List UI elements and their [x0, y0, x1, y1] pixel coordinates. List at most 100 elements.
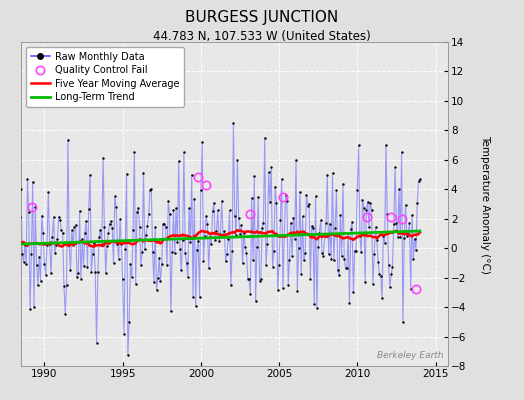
Point: [186, 239, 194, 246]
Point: [326, 221, 334, 227]
Point: [351, 247, 359, 254]
Point: [308, 223, 316, 229]
Point: [331, 225, 340, 232]
Point: [135, 223, 144, 230]
Point: [246, 290, 255, 297]
Point: [255, 278, 264, 284]
Point: [383, 211, 391, 218]
Point: [252, 298, 260, 304]
Point: [150, 278, 158, 285]
Point: [125, 319, 133, 325]
Point: [319, 252, 328, 259]
Point: [31, 204, 39, 210]
Point: [116, 216, 124, 223]
Point: [219, 233, 227, 239]
Point: [71, 222, 80, 228]
Point: [84, 206, 93, 212]
Point: [142, 232, 150, 238]
Point: [410, 236, 419, 242]
Point: [382, 142, 390, 148]
Point: [13, 227, 21, 233]
Point: [236, 231, 244, 238]
Point: [120, 330, 128, 337]
Point: [247, 195, 256, 201]
Point: [178, 237, 187, 244]
Point: [16, 213, 24, 220]
Point: [332, 187, 341, 193]
Point: [309, 225, 317, 232]
Point: [296, 189, 304, 195]
Point: [287, 220, 295, 226]
Point: [155, 255, 163, 262]
Point: [54, 214, 63, 220]
Point: [99, 155, 107, 162]
Point: [245, 276, 253, 282]
Point: [322, 220, 330, 226]
Point: [83, 264, 92, 270]
Point: [67, 267, 75, 274]
Point: [370, 251, 378, 257]
Point: [385, 262, 393, 268]
Point: [34, 282, 42, 288]
Point: [318, 250, 326, 256]
Point: [315, 230, 324, 236]
Point: [89, 251, 97, 258]
Point: [239, 230, 248, 236]
Point: [281, 192, 290, 198]
Point: [51, 250, 59, 256]
Point: [156, 278, 165, 285]
Point: [77, 276, 85, 282]
Point: [123, 170, 131, 177]
Point: [110, 260, 118, 267]
Point: [392, 220, 400, 226]
Point: [133, 209, 141, 216]
Point: [293, 288, 301, 294]
Point: [242, 250, 250, 256]
Point: [330, 257, 338, 264]
Point: [223, 251, 231, 257]
Point: [41, 272, 50, 278]
Point: [92, 339, 101, 346]
Point: [285, 257, 293, 263]
Point: [127, 274, 136, 280]
Point: [59, 230, 67, 236]
Point: [22, 261, 30, 267]
Point: [346, 225, 355, 232]
Point: [61, 311, 70, 317]
Point: [203, 221, 212, 228]
Point: [400, 234, 408, 241]
Point: [321, 233, 329, 239]
Point: [297, 271, 305, 277]
Point: [48, 234, 57, 240]
Point: [316, 217, 325, 223]
Point: [407, 286, 415, 293]
Point: [367, 207, 376, 214]
Point: [266, 198, 274, 205]
Point: [365, 224, 373, 230]
Point: [250, 173, 258, 179]
Point: [380, 239, 389, 246]
Point: [108, 225, 116, 231]
Point: [204, 265, 213, 272]
Point: [103, 243, 111, 250]
Point: [357, 249, 365, 256]
Point: [300, 257, 308, 264]
Point: [163, 262, 171, 268]
Point: [310, 301, 319, 307]
Point: [168, 248, 177, 255]
Point: [25, 209, 33, 216]
Point: [209, 208, 217, 214]
Point: [399, 319, 407, 325]
Point: [68, 226, 76, 233]
Point: [352, 248, 360, 254]
Point: [154, 275, 162, 282]
Point: [111, 193, 119, 200]
Legend: Raw Monthly Data, Quality Control Fail, Five Year Moving Average, Long-Term Tren: Raw Monthly Data, Quality Control Fail, …: [26, 47, 184, 107]
Point: [182, 260, 191, 266]
Point: [258, 225, 266, 231]
Point: [70, 224, 79, 230]
Point: [82, 218, 90, 224]
Point: [379, 233, 388, 239]
Point: [364, 199, 372, 205]
Point: [298, 213, 307, 220]
